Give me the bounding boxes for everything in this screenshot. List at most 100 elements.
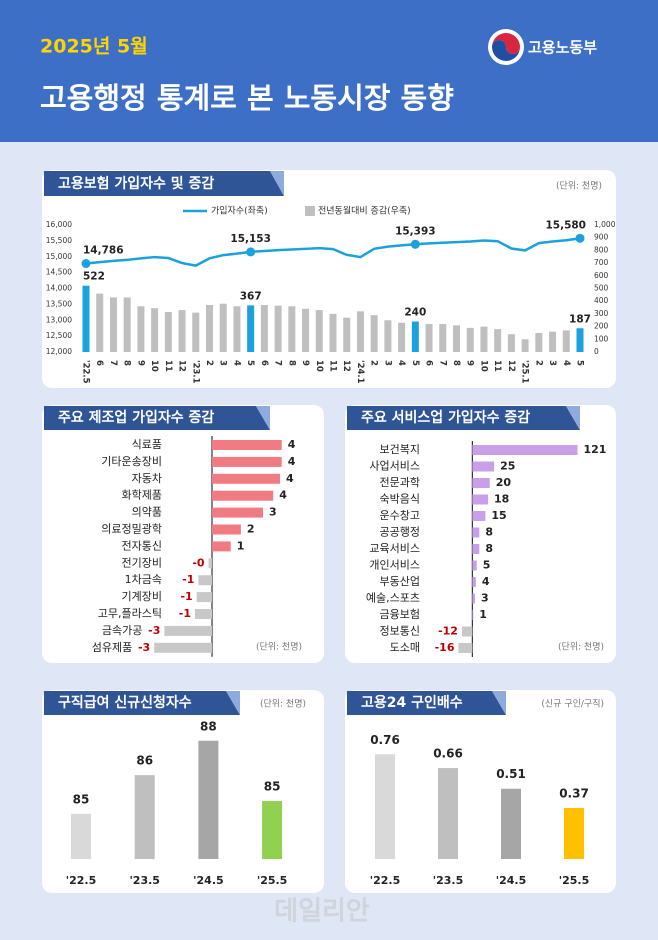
value-label: 20 — [496, 476, 512, 489]
tab-shape — [44, 406, 270, 430]
x-tick-label: 7 — [108, 360, 118, 366]
x-tick-label: 5 — [245, 360, 255, 366]
bar — [507, 334, 515, 352]
value-label: 4 — [288, 438, 296, 451]
bar — [535, 332, 543, 352]
y-tick-label: 12,500 — [46, 331, 72, 340]
x-tick-label: 12 — [177, 360, 187, 372]
category-label: 자동차 — [132, 472, 162, 485]
x-tick-label: 11 — [328, 360, 338, 372]
y2-tick-label: 200 — [594, 322, 609, 331]
watermark: 데일리안 — [274, 897, 370, 927]
value-label: -1 — [180, 590, 192, 603]
value-label: 0.37 — [559, 787, 589, 801]
bar — [82, 285, 90, 352]
bar — [370, 315, 378, 352]
y-tick-label: 13,000 — [46, 315, 72, 324]
value-label: 15,580 — [545, 219, 586, 231]
chart-title: 구직급여 신규신청자수 — [58, 694, 192, 711]
bar — [164, 625, 212, 636]
bar — [472, 610, 474, 620]
bar — [494, 329, 502, 352]
bar — [212, 541, 231, 552]
x-tick-label: 8 — [451, 360, 461, 366]
logo-red — [492, 33, 520, 54]
unit-label: (단위: 천명) — [256, 642, 302, 653]
section-tab — [44, 691, 240, 715]
header-title: 고용행정 통계로 본 노동시장 동향 — [40, 81, 454, 115]
bar — [208, 558, 212, 569]
x-tick-label: '25.5 — [559, 874, 590, 887]
y-tick-label: 14,500 — [46, 268, 72, 277]
bar — [576, 328, 584, 352]
x-tick-label: '22.5 — [66, 874, 97, 887]
bar — [472, 478, 490, 488]
bar — [195, 609, 212, 619]
bar — [384, 320, 392, 352]
y-tick-label: 15,000 — [46, 252, 72, 261]
x-tick-label: 3 — [382, 360, 392, 366]
bar — [288, 306, 296, 352]
x-tick-label: 4 — [231, 360, 241, 366]
category-label: 예술,스포츠 — [366, 592, 420, 605]
x-tick-label: 12 — [341, 360, 351, 372]
value-label: 4 — [279, 489, 287, 502]
bar — [472, 577, 476, 587]
x-tick-label: 6 — [94, 360, 104, 366]
value-label: 85 — [264, 779, 281, 793]
bar — [233, 306, 241, 352]
ministry-logo — [488, 29, 524, 65]
bar — [411, 321, 419, 352]
bar — [564, 808, 584, 859]
category-label: 기타운송장비 — [101, 455, 162, 468]
y2-tick-label: 300 — [594, 309, 609, 318]
x-tick-label: '24.5 — [193, 874, 224, 887]
x-tick-label: 10 — [314, 360, 324, 372]
category-label: 개인서비스 — [369, 559, 420, 572]
category-label: 의약품 — [132, 505, 162, 519]
x-tick-label: 9 — [300, 360, 310, 366]
bar — [501, 788, 521, 859]
bar — [212, 473, 280, 484]
category-label: 부동산업 — [380, 575, 420, 588]
bar — [461, 626, 473, 637]
bar — [472, 445, 578, 455]
x-tick-label: 10 — [149, 360, 159, 372]
x-tick-label: 4 — [396, 360, 406, 366]
x-tick-label: 9 — [465, 360, 475, 366]
tab-corner — [566, 406, 580, 430]
bar — [472, 527, 480, 538]
x-tick-label: 3 — [218, 360, 228, 366]
tab-corner — [226, 691, 240, 715]
category-label: 고무,플라스틱 — [98, 607, 162, 620]
unit-label: (단위: 천명) — [260, 699, 306, 710]
category-label: 1차금속 — [125, 573, 162, 586]
y-tick-label: 16,000 — [46, 220, 72, 229]
chart-title: 고용24 구인배수 — [361, 694, 463, 711]
bar — [206, 305, 213, 352]
category-label: 전기장비 — [122, 556, 162, 569]
bar — [212, 507, 263, 518]
bar — [212, 490, 274, 501]
y2-tick-label: 800 — [594, 245, 609, 254]
unit-label: (단위: 천명) — [558, 642, 604, 653]
chart-title: 주요 제조업 가입자수 증감 — [58, 409, 214, 426]
bar — [356, 311, 364, 352]
section-tab — [347, 691, 506, 715]
tab-shape — [347, 691, 506, 715]
bar — [212, 440, 282, 450]
logo-blue — [492, 40, 520, 61]
bar — [198, 740, 219, 859]
value-label: 18 — [494, 493, 509, 506]
category-label: 금융보험 — [380, 608, 420, 621]
x-tick-label: 10 — [478, 360, 488, 372]
y2-tick-label: 700 — [594, 258, 609, 267]
bar — [466, 327, 474, 352]
legend-label: 전년동월대비 증감(우축) — [318, 205, 411, 217]
x-tick-label: 2 — [533, 360, 543, 366]
value-label: -3 — [138, 641, 150, 654]
value-label: 0.76 — [370, 733, 400, 747]
bar — [549, 331, 557, 352]
bar — [212, 456, 282, 467]
